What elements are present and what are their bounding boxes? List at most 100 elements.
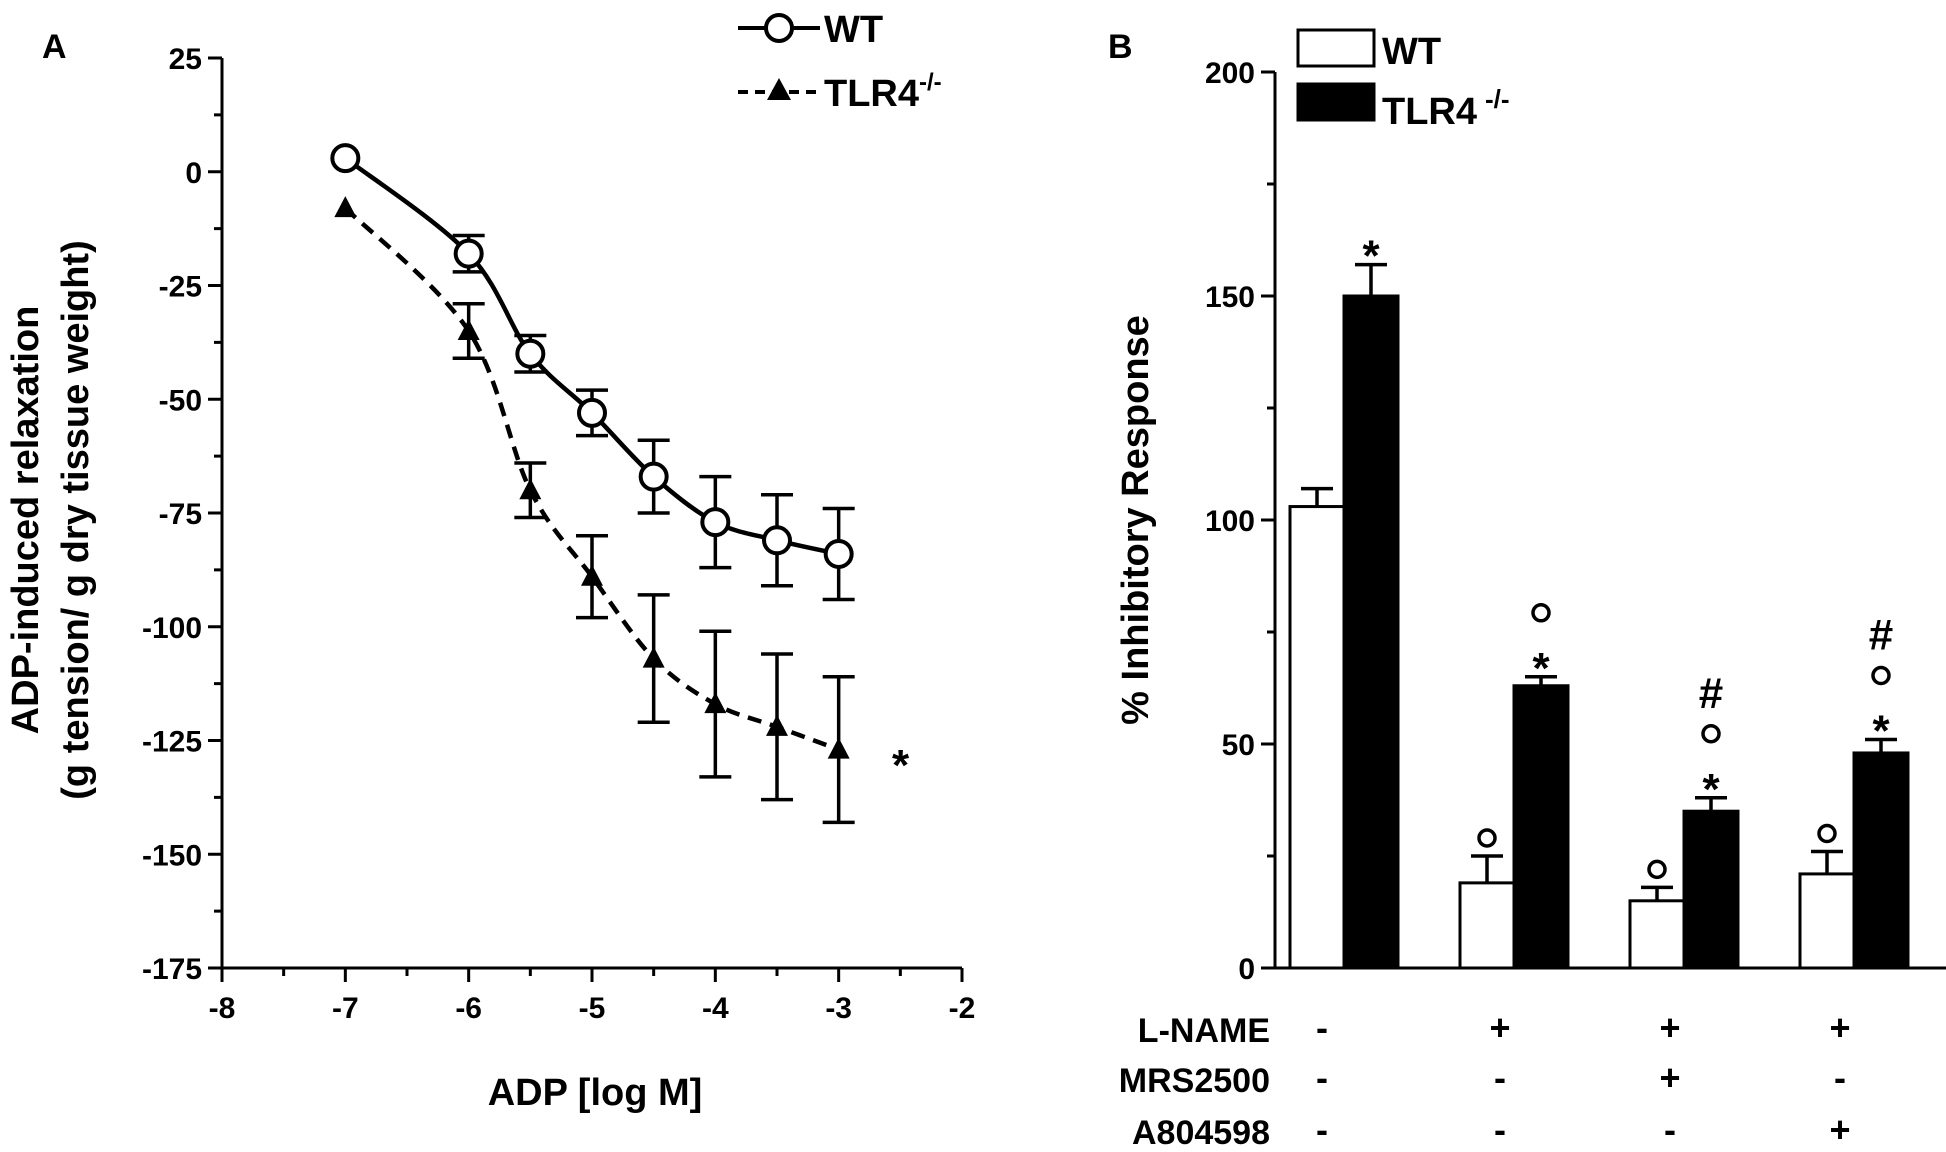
legend-b-tlr4-entry: TLR4 -/- xyxy=(1296,82,1510,133)
panel-a-x-tick-label: -7 xyxy=(332,992,359,1025)
legend-a-tlr4-triangle-icon xyxy=(767,78,791,100)
wt-bar xyxy=(1288,505,1346,970)
tlr4-bar xyxy=(1512,684,1570,970)
wt-data-point xyxy=(453,238,484,269)
panel-a-axes xyxy=(208,56,964,982)
panel-b-significance-marks: * * * # * # xyxy=(1362,232,1893,880)
wt-data-point xyxy=(700,507,731,538)
tlr4-data-point xyxy=(519,478,542,500)
legend-a-wt-circle-icon xyxy=(764,13,794,43)
tlr4-bar xyxy=(1342,294,1400,970)
wt-data-point xyxy=(762,525,792,556)
condition-sign: + xyxy=(1489,1007,1510,1048)
panel-b-y-tick-label: 0 xyxy=(1238,953,1255,986)
wt-bar xyxy=(1458,881,1516,970)
legend-b-wt-entry: WT xyxy=(1296,28,1441,73)
legend-b-tlr4-name: TLR4 xyxy=(1382,91,1477,133)
panel-a-x-tick-label: -4 xyxy=(702,992,729,1025)
panel-a-legend: WT TLR4-/- xyxy=(738,9,942,115)
wt-data-point xyxy=(515,338,546,369)
tlr4-data-point xyxy=(581,564,603,586)
panel-b-error-bars xyxy=(1301,262,1897,901)
panel-a-x-tick-label: -8 xyxy=(209,992,236,1025)
panel-a-x-tick-label: -2 xyxy=(949,992,976,1025)
legend-b-tlr4-swatch xyxy=(1296,82,1376,122)
panel-a-y-tick-labels: 25 0 -25 -50 -75 -100 -125 -150 -175 xyxy=(142,43,202,986)
tlr4-mark-circle xyxy=(1531,603,1551,623)
legend-a-tlr4-label: TLR4-/- xyxy=(824,69,942,115)
condition-sign: + xyxy=(1659,1057,1680,1098)
tlr4-mark-star: * xyxy=(1702,765,1720,814)
legend-a-tlr4-entry: TLR4-/- xyxy=(738,69,942,115)
panel-a-y-tick-label: -175 xyxy=(142,953,202,986)
legend-b-tlr4-label: TLR4 -/- xyxy=(1382,84,1510,133)
panel-b-bars xyxy=(1288,294,1910,970)
panel-a-y-axis-title-line1: ADP-induced relaxation xyxy=(5,306,47,735)
tlr4-data-point xyxy=(704,692,727,714)
panel-a-x-tick-labels: -8 -7 -6 -5 -4 -3 -2 xyxy=(209,992,976,1025)
wt-bar xyxy=(1798,872,1856,970)
panel-a-y-tick-label: 25 xyxy=(169,43,202,76)
panel-a-series-lines xyxy=(343,156,840,752)
tlr4-bar xyxy=(1852,751,1910,970)
legend-a-tlr4-sup: -/- xyxy=(919,69,942,96)
condition-sign: - xyxy=(1316,1007,1328,1048)
legend-b-wt-swatch xyxy=(1296,28,1376,68)
panel-a-x-axis-title: ADP [log M] xyxy=(488,1072,703,1114)
wt-data-point xyxy=(330,143,361,174)
panel-a-line-chart: A ADP-induced relaxation (g tension/ g d… xyxy=(5,9,975,1114)
tlr4-fit-curve xyxy=(343,206,840,752)
wt-mark-circle xyxy=(1647,859,1667,880)
legend-a-tlr4-name: TLR4 xyxy=(824,73,919,115)
condition-sign: - xyxy=(1834,1057,1846,1098)
panel-a-letter: A xyxy=(42,28,67,66)
panel-a-x-tick-label: -3 xyxy=(825,992,852,1025)
wt-mark-circle xyxy=(1477,828,1497,848)
legend-a-wt-label: WT xyxy=(824,9,883,51)
panel-b-y-tick-label: 100 xyxy=(1205,505,1255,538)
panel-b-y-tick-label: 50 xyxy=(1222,729,1255,762)
panel-a-x-tick-label: -6 xyxy=(455,992,482,1025)
tlr4-bar xyxy=(1682,809,1740,970)
tlr4-data-point xyxy=(334,196,357,218)
condition-sign: - xyxy=(1664,1109,1676,1150)
condition-label: MRS2500 xyxy=(1119,1062,1270,1100)
tlr4-mark-circle xyxy=(1701,724,1721,744)
condition-sign: + xyxy=(1829,1007,1850,1048)
condition-label: A804598 xyxy=(1132,1114,1270,1152)
panel-a-y-tick-label: -100 xyxy=(142,612,202,645)
condition-sign: - xyxy=(1316,1109,1328,1150)
condition-sign: - xyxy=(1494,1057,1506,1098)
legend-b-tlr4-sup: -/- xyxy=(1485,84,1510,114)
condition-sign: + xyxy=(1659,1007,1680,1048)
condition-sign: - xyxy=(1316,1057,1328,1098)
panel-b-y-tick-labels: 0 50 100 150 200 xyxy=(1205,57,1255,986)
panel-b-y-tick-label: 200 xyxy=(1205,57,1255,90)
tlr4-mark-hash: # xyxy=(1699,669,1723,718)
tlr4-data-point xyxy=(827,737,850,759)
panel-a-y-axis-title-line2: (g tension/ g dry tissue weight) xyxy=(55,240,97,799)
wt-data-point xyxy=(577,397,607,428)
panel-a-markers xyxy=(330,143,854,759)
panel-a-y-tick-label: -25 xyxy=(159,271,202,304)
wt-data-point xyxy=(823,538,854,569)
legend-b-wt-label: WT xyxy=(1382,31,1441,73)
condition-sign: + xyxy=(1829,1109,1850,1150)
panel-a-significance-star: * xyxy=(892,741,910,790)
legend-a-wt-entry: WT xyxy=(738,9,883,51)
panel-a-x-tick-label: -5 xyxy=(579,992,606,1025)
panel-b-legend: WT TLR4 -/- xyxy=(1296,28,1510,133)
wt-mark-circle xyxy=(1817,823,1837,844)
panel-a-y-tick-label: -75 xyxy=(159,498,202,531)
wt-data-point xyxy=(638,461,669,492)
panel-b-y-axis-title: % Inhibitory Response xyxy=(1115,315,1157,725)
panel-b-letter: B xyxy=(1108,28,1133,66)
panel-a-y-tick-label: 0 xyxy=(185,157,202,190)
tlr4-mark-hash: # xyxy=(1869,611,1893,660)
condition-label: L-NAME xyxy=(1138,1012,1270,1050)
panel-b-condition-table: L-NAME - + + + MRS2500 - - + - A804598 - - - + xyxy=(1119,1007,1851,1152)
tlr4-data-point xyxy=(766,714,788,736)
tlr4-mark-star: * xyxy=(1872,707,1890,756)
tlr4-mark-circle xyxy=(1871,665,1891,686)
